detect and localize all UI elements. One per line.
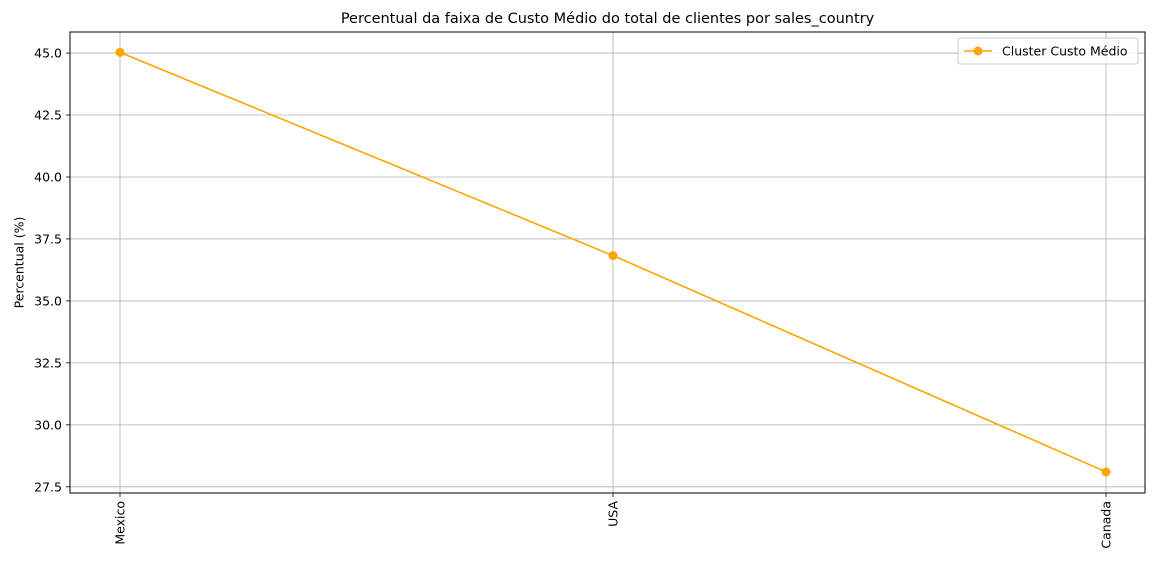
y-tick-label: 32.5 (34, 355, 62, 370)
plot-frame (69, 31, 1146, 494)
x-tick-label: Canada (1099, 501, 1114, 549)
legend-label: Cluster Custo Médio (1002, 44, 1128, 59)
y-tick-label: 35.0 (34, 293, 62, 308)
y-tick-label: 27.5 (34, 479, 62, 494)
axis-ticks: 27.5 30.0 32.5 35.0 37.5 40.0 42.5 45.0 Mexico US… (34, 46, 1113, 549)
data-point (608, 251, 618, 261)
legend: Cluster Custo Médio (957, 37, 1139, 65)
legend-box (957, 37, 1139, 65)
grid (70, 32, 1145, 493)
series-layer (115, 47, 1111, 477)
x-tick-label: USA (606, 501, 621, 527)
legend-marker-swatch (973, 46, 983, 56)
y-tick-label: 42.5 (34, 108, 62, 123)
y-tick-label: 40.0 (34, 169, 62, 184)
y-tick-label: 37.5 (34, 231, 62, 246)
x-tick-label: Mexico (113, 501, 128, 545)
data-point (115, 47, 125, 57)
data-point (1101, 467, 1111, 477)
y-tick-label: 30.0 (34, 417, 62, 432)
chart-title: Percentual da faixa de Custo Médio do to… (341, 11, 875, 27)
y-tick-label: 45.0 (34, 46, 62, 61)
y-axis-label: Percentual (%) (12, 217, 27, 309)
